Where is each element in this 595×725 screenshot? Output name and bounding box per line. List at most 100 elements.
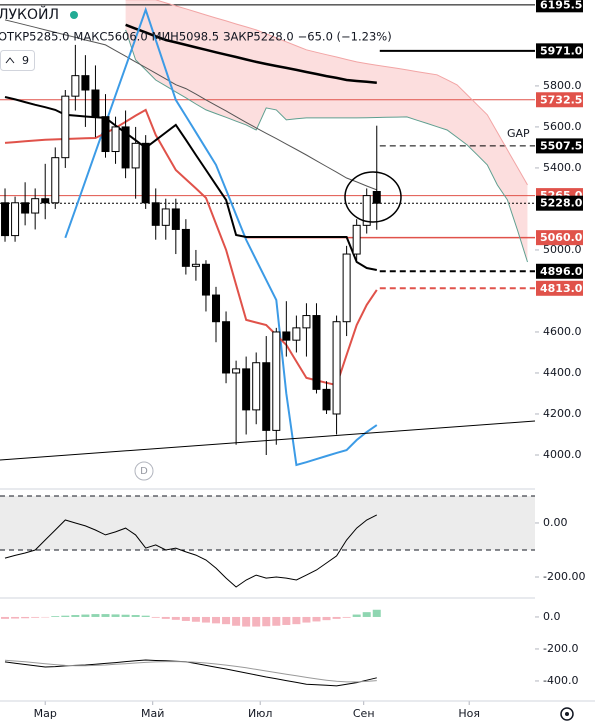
candle-body <box>352 224 361 255</box>
candle-body <box>222 321 231 374</box>
histogram-bar <box>181 616 190 621</box>
histogram-bar <box>222 616 231 625</box>
candle-body <box>111 126 120 153</box>
candle-body <box>1 202 10 237</box>
y-tick-label: 0.0 <box>543 610 561 623</box>
ohlc-item: ЗАКР5228.0 <box>223 30 294 44</box>
level-label: 5732.5 <box>540 93 582 106</box>
input-value: 9 <box>22 54 29 67</box>
x-tick-label: Мар <box>34 707 57 720</box>
histogram-bar <box>191 616 200 622</box>
series-line <box>4 659 377 683</box>
level-label-box <box>536 195 583 211</box>
histogram-bar <box>31 616 40 618</box>
candle-body <box>131 142 140 169</box>
candle-body <box>41 198 50 204</box>
level-label-box <box>536 92 583 108</box>
gap-annotation: GAP <box>507 127 530 140</box>
candle-body <box>212 294 221 323</box>
y-tick-label: -200.00 <box>543 570 585 583</box>
series-line <box>125 29 528 263</box>
histogram-bar <box>352 614 361 617</box>
input-box[interactable] <box>0 50 35 71</box>
gear[interactable] <box>560 707 574 721</box>
histogram-bar <box>121 614 130 617</box>
histogram-bar <box>61 615 70 617</box>
histogram-bar <box>51 616 60 617</box>
y-tick-label: 4000.0 <box>543 448 582 461</box>
histogram-bar <box>151 616 160 618</box>
histogram-bar <box>11 616 20 619</box>
candle-body <box>121 126 130 169</box>
candle-body <box>372 191 381 204</box>
candle-body <box>302 315 311 329</box>
chevron-icon[interactable] <box>5 57 15 64</box>
histogram-bar <box>212 616 221 624</box>
histogram-bar <box>302 616 311 623</box>
candle-body <box>292 327 301 341</box>
candle-body <box>11 202 20 237</box>
level-label: 5228.0 <box>540 197 583 210</box>
series-line <box>4 659 377 687</box>
candle-body <box>161 208 170 226</box>
candle-body <box>242 368 251 411</box>
histogram-bar <box>91 614 100 617</box>
candle-body <box>191 263 200 267</box>
symbol-title: ЛУКОЙЛ <box>0 5 59 23</box>
histogram-bar <box>1 616 10 619</box>
dividend-badge[interactable] <box>134 461 154 481</box>
candle-body <box>151 202 160 226</box>
y-tick-label: -400.0 <box>543 674 578 687</box>
oscillator-pane <box>0 495 535 588</box>
histogram-bar <box>292 616 301 625</box>
level-label-box <box>536 230 583 246</box>
cloud <box>125 0 528 263</box>
candle-body <box>272 331 281 431</box>
candle-body <box>232 368 241 374</box>
level-label-box <box>536 138 583 154</box>
candle-body <box>332 321 341 415</box>
level-label-box <box>536 280 583 296</box>
y-tick-label: 4600.0 <box>543 325 582 338</box>
candle-body <box>141 142 150 204</box>
histogram-bar <box>111 614 120 617</box>
histogram-bar <box>131 615 140 617</box>
level-label: 6195.5 <box>540 0 582 11</box>
level-label: 4813.0 <box>540 282 583 295</box>
ohlc-item: МИН5098.5 <box>152 30 219 44</box>
gear-center[interactable] <box>565 712 569 716</box>
histogram-bar <box>161 616 170 619</box>
histogram-bar <box>101 614 110 617</box>
histogram-bar <box>71 615 80 617</box>
ohlc-legend: ОТКР5285.0 МАКС5606.0 МИН5098.5 ЗАКР5228.0−… <box>0 30 392 44</box>
series-line <box>125 23 377 85</box>
ohlc-item: ОТКР5285.0 <box>0 30 69 44</box>
x-tick-label: Сен <box>353 707 375 720</box>
candle-body <box>282 331 291 341</box>
candle-body <box>362 195 371 226</box>
y-tick-label: 0.00 <box>543 516 568 529</box>
histogram-bar <box>342 616 351 618</box>
candle-body <box>31 198 40 214</box>
histogram-bar <box>201 616 210 623</box>
candle-body <box>21 202 30 214</box>
ohlc-item: −65.0 (−1.23%) <box>298 30 392 44</box>
level-label: 5971.0 <box>540 44 583 57</box>
histogram-bar <box>282 616 291 625</box>
axes: 4000.0 4200.0 4400.0 4600.0 5000.0 5400.0 5600… <box>34 0 585 720</box>
histogram-bar <box>272 616 281 626</box>
histogram-bar <box>232 616 241 626</box>
candle-body <box>322 388 331 411</box>
histogram-bar <box>322 616 331 621</box>
candle-body <box>81 75 90 91</box>
level-label-box <box>536 43 583 59</box>
histogram-bar <box>141 615 150 617</box>
histogram-bar <box>362 612 371 617</box>
candle-body <box>101 116 110 153</box>
y-tick-label: 4400.0 <box>543 366 582 379</box>
settings-icon[interactable] <box>560 707 574 721</box>
band <box>0 495 535 550</box>
y-tick-label: -200.0 <box>543 642 578 655</box>
level-label-box <box>536 0 583 13</box>
